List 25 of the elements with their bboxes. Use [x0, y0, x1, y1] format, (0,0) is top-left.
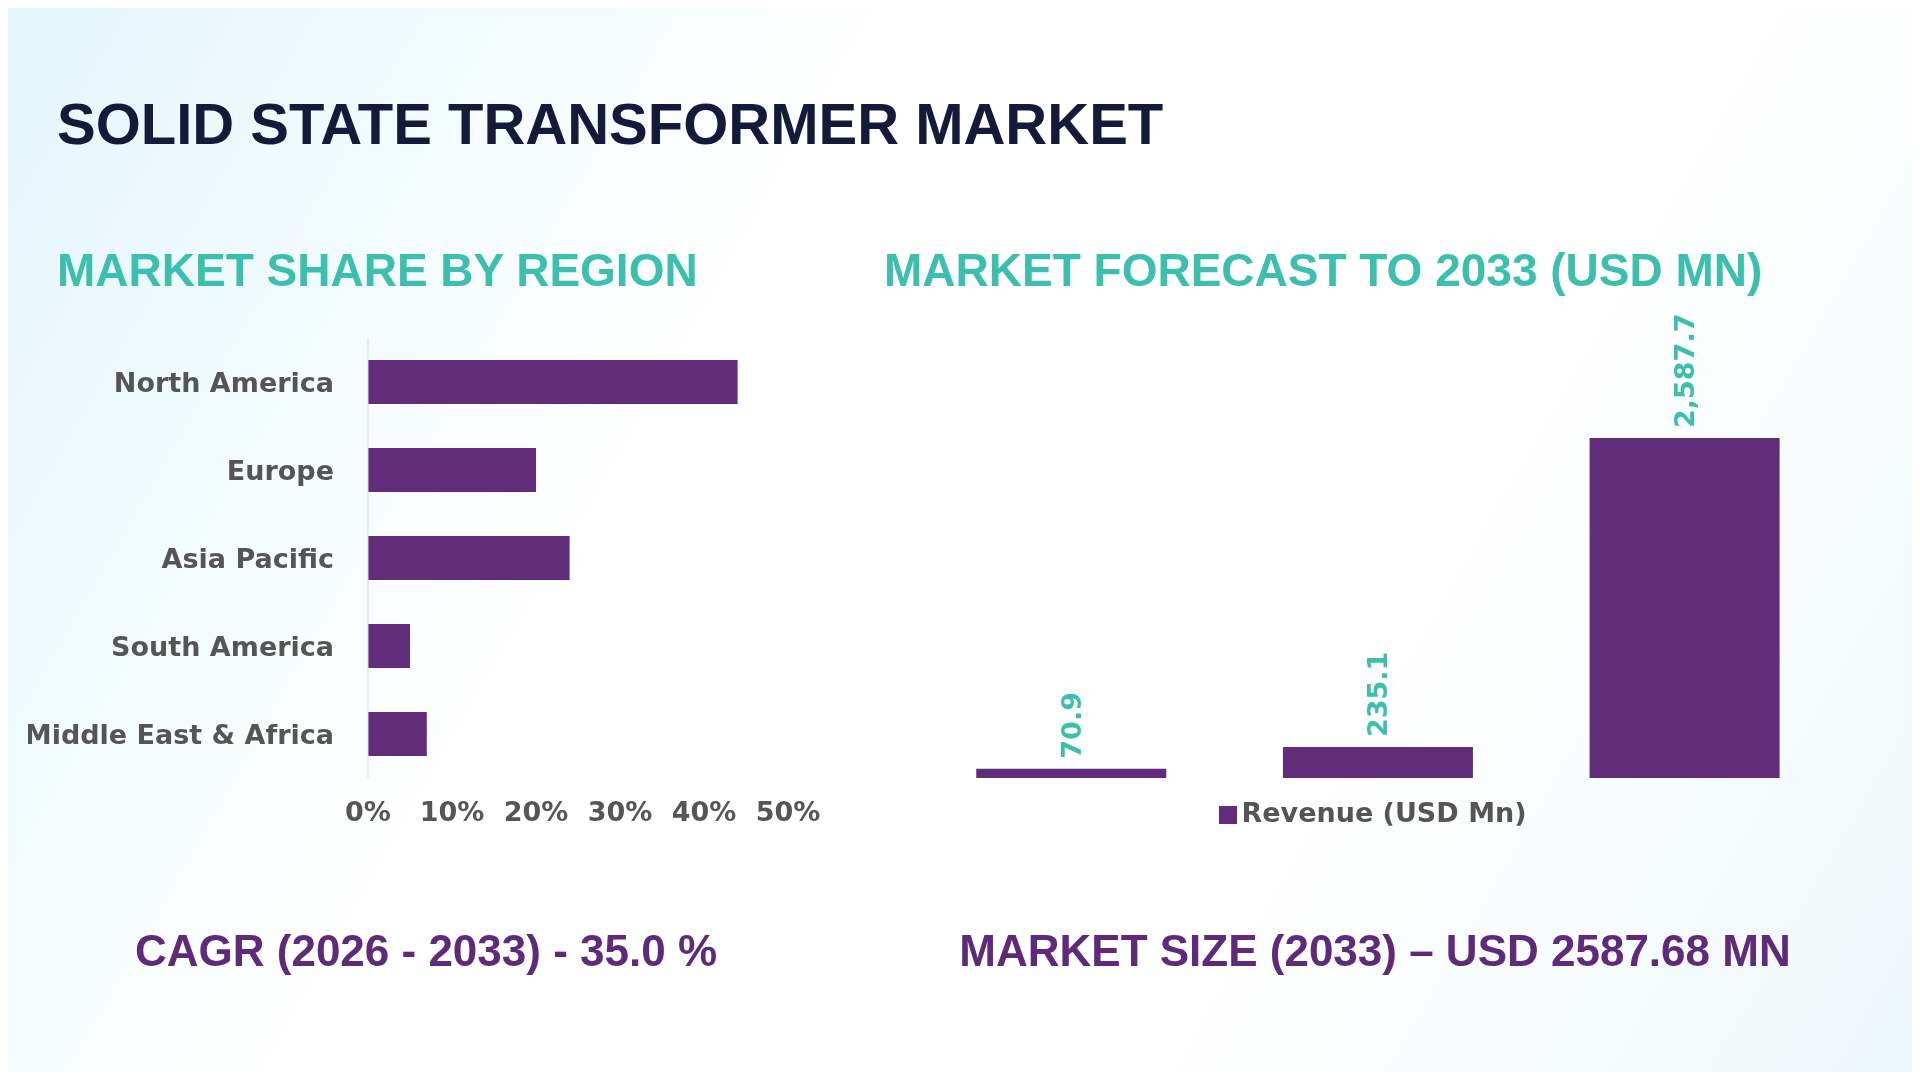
x-tick-label: 0%: [345, 796, 391, 828]
chart-title: MARKET SHARE BY REGION: [57, 243, 698, 297]
y-tick-label: South America: [111, 630, 334, 662]
x-tick-label: 20%: [503, 796, 569, 828]
legend-label: Revenue (USD Mn): [1241, 797, 1527, 828]
text: CAGR (2026 - 2033) - 35.0 %: [134, 926, 718, 976]
bar: [368, 448, 536, 492]
bar: [368, 360, 738, 404]
x-tick-label: 10%: [419, 796, 485, 828]
x-tick-label: 30%: [587, 796, 653, 828]
data-label: 235.1: [1362, 651, 1394, 738]
text: MARKET SIZE (2033) – USD 2587.68 MN: [959, 926, 1791, 976]
data-label: 70.9: [1055, 692, 1087, 759]
x-tick-label: 40%: [671, 796, 737, 828]
data-label: 2,587.7: [1669, 313, 1701, 428]
y-tick-label: Asia Pacific: [161, 542, 334, 574]
x-tick-label: 50%: [755, 796, 821, 828]
y-tick-label: North America: [113, 366, 334, 398]
text: SOLID STATE TRANSFORMER MARKET: [57, 90, 1164, 157]
bar: [368, 536, 570, 580]
y-tick-label: Middle East & Africa: [24, 718, 334, 750]
chart-title: MARKET FORECAST TO 2033 (USD MN): [884, 243, 1763, 297]
bar: [368, 624, 410, 668]
y-tick-label: Europe: [226, 454, 334, 486]
bar: [368, 712, 427, 756]
